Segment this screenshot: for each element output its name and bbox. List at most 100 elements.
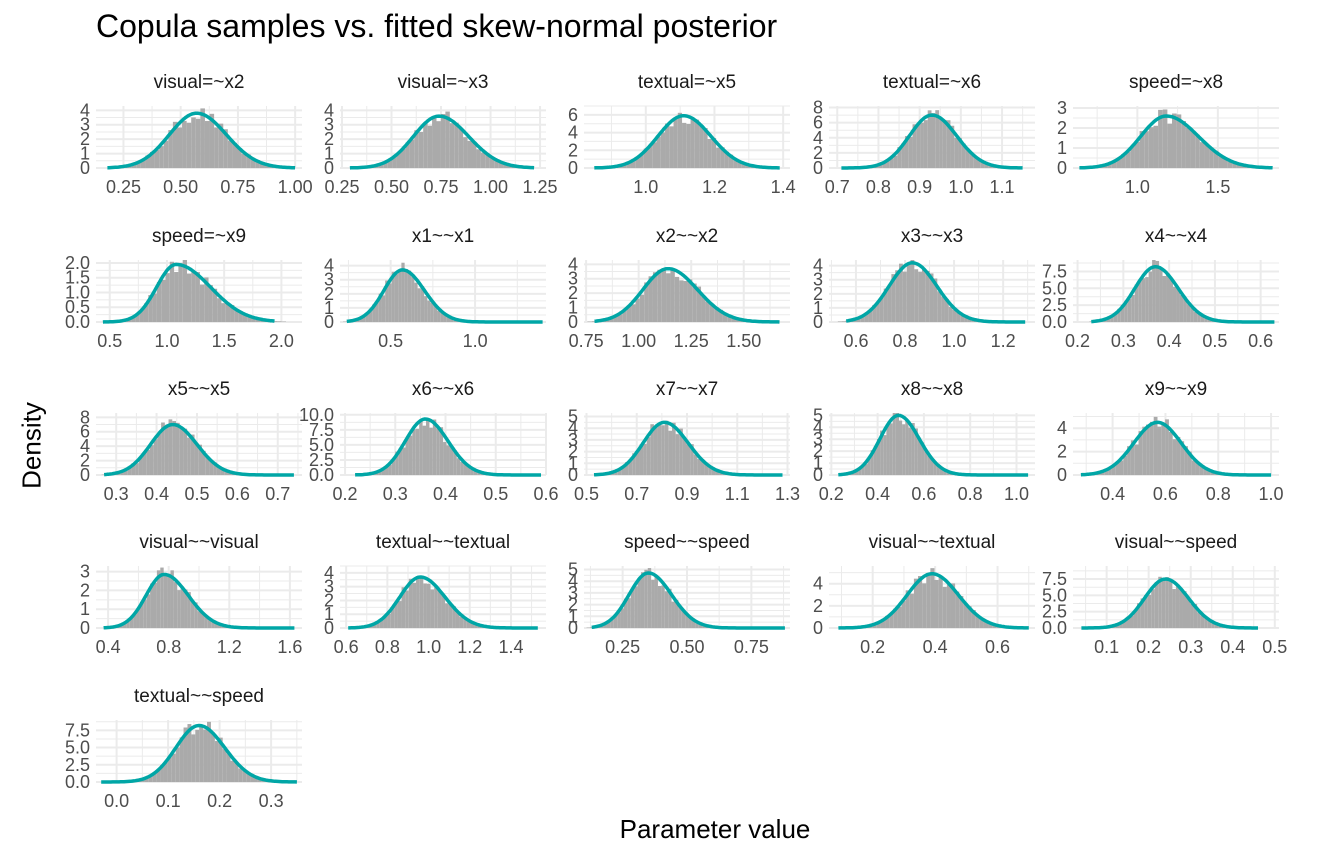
- histogram-bar: [150, 583, 154, 628]
- histogram-bar: [129, 618, 134, 628]
- x-axis-title: Parameter value: [619, 814, 811, 844]
- histogram-bar: [933, 461, 937, 475]
- histogram-bar: [660, 132, 666, 168]
- y-tick-label: 6: [80, 422, 90, 442]
- histogram-bar: [661, 425, 665, 475]
- histogram-bar: [183, 428, 188, 475]
- histogram-bar: [906, 264, 911, 322]
- y-tick-label: 4: [813, 256, 823, 276]
- histogram-bar: [372, 624, 377, 628]
- histogram-bar: [126, 620, 130, 628]
- x-tick-label: 0.8: [375, 637, 400, 657]
- histogram-bar: [1119, 623, 1123, 628]
- y-tick-label: 0: [813, 158, 823, 178]
- histogram-bar: [872, 624, 877, 628]
- histogram-bar: [690, 444, 694, 475]
- histogram-bar: [678, 605, 682, 628]
- histogram-bar: [218, 123, 224, 168]
- histogram-bar: [138, 457, 143, 475]
- histogram-bar: [250, 159, 256, 168]
- histogram-bar: [485, 154, 490, 168]
- histogram-bar: [173, 582, 178, 628]
- histogram-bar: [187, 592, 191, 628]
- histogram-bar: [1111, 465, 1116, 475]
- histogram-bar: [423, 122, 428, 168]
- histogram-bar: [690, 119, 695, 168]
- histogram-bar: [148, 295, 153, 322]
- density-curve: [1091, 264, 1275, 324]
- histogram-bar: [222, 749, 227, 782]
- histogram-bar: [1179, 589, 1183, 628]
- x-tick-label: 1.2: [702, 177, 727, 197]
- histogram-bar: [195, 729, 200, 782]
- histogram-bar: [864, 313, 869, 322]
- histogram-bar: [232, 142, 237, 168]
- histogram-bar: [439, 427, 444, 475]
- histogram-bar: [433, 304, 438, 322]
- histogram-bar: [414, 130, 419, 168]
- y-tick-label: 10.0: [299, 405, 334, 425]
- histogram-bar: [226, 753, 231, 782]
- x-tick-label: 0.6: [985, 637, 1010, 657]
- histogram-bar: [405, 590, 409, 628]
- histogram-bar: [724, 151, 729, 168]
- histogram-bar: [142, 453, 147, 475]
- density-curve: [845, 261, 1026, 324]
- y-tick-label: 1: [324, 298, 334, 318]
- histogram-bar: [463, 618, 467, 628]
- histogram-bar: [950, 583, 956, 628]
- histogram-bar: [372, 304, 376, 322]
- x-tick-label: 0.2: [333, 484, 358, 504]
- histogram-bar: [895, 413, 899, 475]
- histogram-bar: [897, 606, 902, 628]
- histogram-bar: [1187, 451, 1192, 475]
- histogram-bar: [1121, 154, 1126, 168]
- histogram-bar: [711, 138, 717, 168]
- histogram-bar: [408, 435, 413, 475]
- y-tick-label: 5.0: [1042, 278, 1067, 298]
- histogram-bar: [230, 305, 235, 322]
- histogram-bar: [397, 601, 402, 628]
- x-tick-label: 0.3: [1111, 331, 1136, 351]
- histogram-bar: [201, 450, 206, 475]
- histogram-bar: [661, 585, 665, 628]
- histogram-bar: [722, 312, 728, 322]
- histogram-bar: [939, 118, 943, 168]
- histogram-bar: [1125, 151, 1131, 168]
- x-tick-label: 0.50: [669, 637, 704, 657]
- histogram-bar: [613, 315, 618, 322]
- x-tick-label: 0.4: [923, 637, 948, 657]
- histogram-bar: [217, 298, 222, 322]
- histogram-bar: [455, 612, 460, 628]
- histogram-bar: [385, 280, 389, 322]
- histogram-bar: [883, 435, 887, 475]
- histogram-bar: [1172, 286, 1177, 322]
- x-tick-label: 0.5: [574, 484, 599, 504]
- histogram-bar: [893, 608, 898, 628]
- density-curve: [1079, 114, 1273, 170]
- histogram-bar: [679, 428, 683, 475]
- histogram-bar: [1130, 145, 1135, 168]
- histogram-bar: [1153, 125, 1159, 168]
- histogram-bar: [664, 591, 669, 628]
- y-tick-label: 2: [324, 590, 334, 610]
- histogram-bar: [854, 470, 859, 475]
- histogram: [101, 419, 251, 475]
- histogram-bar: [673, 118, 678, 168]
- y-tick-label: 5.0: [1042, 585, 1067, 605]
- facet-panel: x4~~x4 0.2 0.3 0.4 0.5 0.6 0.02.55.07.5: [1042, 226, 1279, 351]
- histogram-bar: [1134, 284, 1139, 322]
- histogram-bar: [174, 272, 179, 322]
- y-tick-label: 7.5: [65, 720, 90, 740]
- histogram-bar: [209, 460, 214, 475]
- histogram-bar: [378, 293, 382, 322]
- histogram-bar: [214, 741, 219, 782]
- histogram-bar: [1176, 288, 1180, 322]
- histogram-bar: [905, 419, 909, 475]
- histogram-bar: [686, 124, 691, 168]
- histogram-bar: [1209, 147, 1214, 168]
- histogram-bar: [437, 590, 442, 628]
- histogram-bar: [204, 615, 208, 628]
